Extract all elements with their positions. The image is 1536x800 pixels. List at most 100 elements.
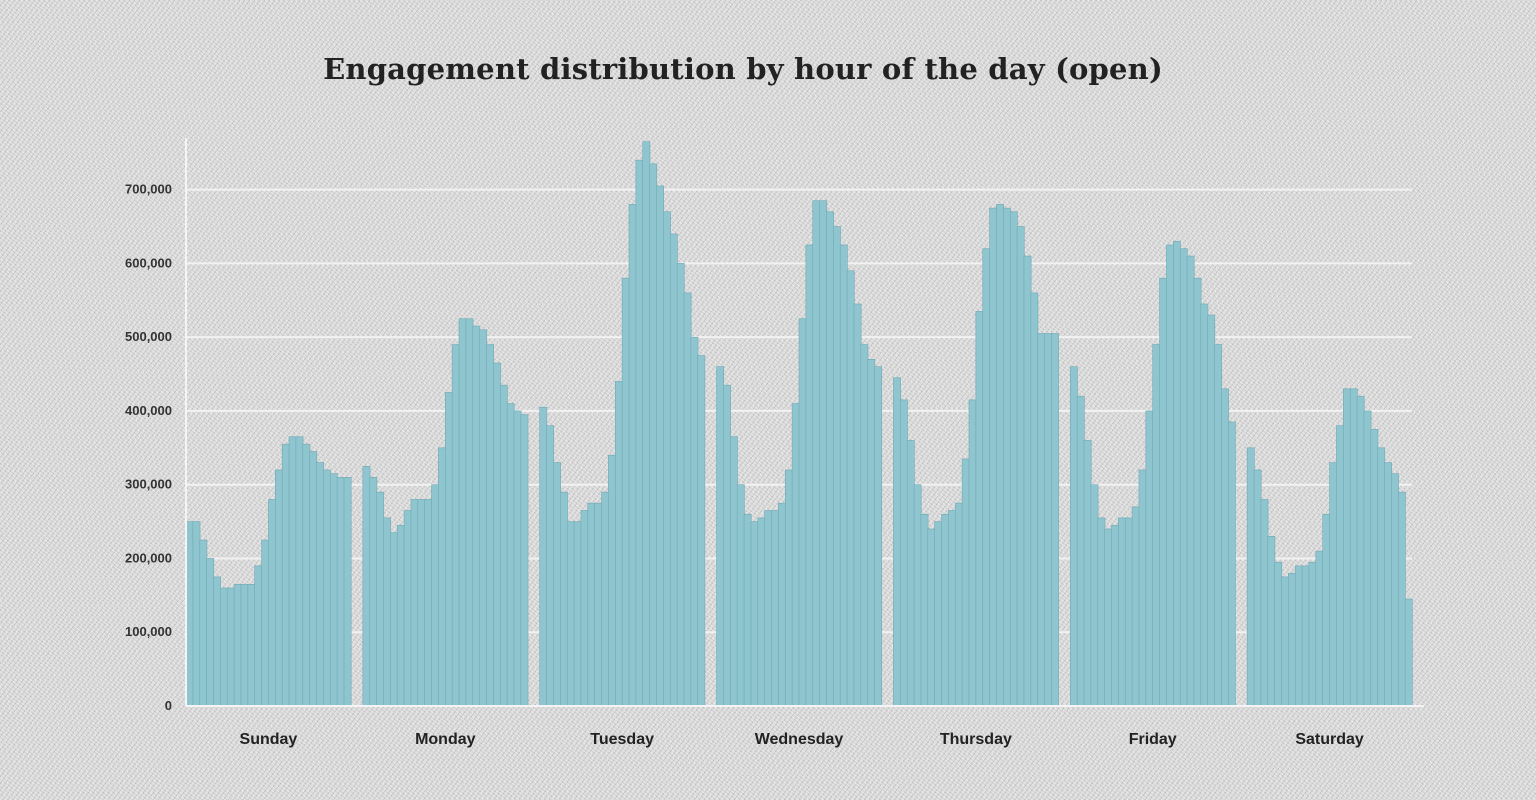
bar	[1097, 517, 1106, 707]
bar	[1253, 469, 1262, 707]
bar	[199, 539, 208, 707]
bar	[1288, 572, 1296, 707]
bar	[226, 587, 235, 707]
bar	[513, 410, 522, 707]
bar	[683, 292, 692, 707]
bar	[784, 469, 793, 707]
bar	[1044, 333, 1053, 707]
bar	[1023, 255, 1032, 707]
bar	[1030, 292, 1039, 707]
bar	[438, 447, 446, 707]
bar	[893, 377, 901, 707]
bar	[1090, 484, 1099, 707]
bar	[663, 211, 671, 707]
chart-title: Engagement distribution by hour of the d…	[323, 52, 1163, 86]
bar	[431, 484, 440, 707]
bar	[274, 469, 283, 707]
bar	[771, 510, 779, 707]
bar	[362, 465, 371, 707]
bar	[934, 521, 943, 707]
x-tick-label: Sunday	[240, 731, 298, 748]
bar	[465, 318, 474, 707]
bar	[520, 414, 529, 707]
bar	[642, 141, 651, 707]
bar	[628, 204, 637, 707]
bar-group-wednesday	[716, 200, 883, 707]
bar	[621, 277, 630, 707]
bar	[1391, 473, 1399, 707]
bar	[220, 587, 228, 707]
bar	[656, 185, 664, 707]
bar	[580, 510, 589, 707]
y-tick-label: 700,000	[125, 182, 172, 197]
bar	[369, 477, 378, 707]
bar	[730, 436, 738, 707]
x-tick-labels: Sunday Monday Tuesday Wednesday Thursday Frid…	[240, 731, 1364, 748]
bar	[376, 491, 385, 707]
y-tick-label: 300,000	[125, 477, 172, 492]
bar	[458, 318, 467, 707]
bar	[608, 454, 616, 707]
bar	[1207, 314, 1216, 707]
bar	[1336, 425, 1344, 707]
bar	[920, 513, 929, 707]
bar	[941, 513, 949, 707]
bar	[1152, 344, 1161, 707]
bar	[1221, 388, 1229, 707]
bar	[553, 462, 561, 707]
bar	[1384, 462, 1392, 707]
bar	[1397, 491, 1406, 707]
bar	[1294, 565, 1303, 707]
y-tick-labels: 0 100,000 200,000 300,000 400,000 500,000 600,…	[125, 182, 172, 713]
bar	[1329, 462, 1338, 707]
bar	[1227, 421, 1236, 707]
bar	[1356, 395, 1365, 707]
bar	[778, 502, 786, 707]
bar	[206, 558, 215, 707]
bar	[853, 303, 862, 707]
bar	[185, 521, 194, 707]
bar	[1260, 499, 1269, 707]
bar	[1131, 506, 1140, 707]
bar	[499, 384, 508, 707]
bar	[723, 384, 731, 707]
bar	[750, 521, 759, 707]
bar-group-monday	[362, 318, 529, 707]
bar	[302, 443, 311, 707]
bar	[329, 473, 338, 707]
bar	[268, 499, 276, 707]
bar	[1037, 333, 1046, 707]
bar	[906, 440, 915, 707]
bar	[1138, 469, 1147, 707]
bar	[240, 583, 249, 707]
bar	[982, 248, 991, 707]
bar	[697, 355, 706, 707]
bar	[1083, 440, 1092, 707]
bar	[736, 484, 745, 707]
bar	[874, 366, 883, 707]
bar	[1301, 565, 1310, 707]
bar	[1016, 226, 1025, 707]
x-tick-label: Monday	[415, 731, 476, 748]
bar	[1200, 303, 1209, 707]
bar	[1193, 277, 1202, 707]
bar	[757, 517, 766, 707]
bar	[1186, 255, 1195, 707]
x-tick-label: Wednesday	[755, 731, 844, 748]
bar	[948, 510, 956, 707]
bar	[1051, 333, 1059, 707]
bar	[1003, 207, 1011, 707]
bar	[867, 358, 876, 707]
bar	[396, 524, 405, 707]
bar	[213, 576, 221, 707]
bar	[323, 469, 331, 707]
bar-group-tuesday	[539, 141, 706, 707]
bar	[472, 325, 481, 707]
bar	[1246, 447, 1255, 707]
bar	[819, 200, 828, 707]
bar	[846, 270, 855, 707]
bar	[860, 344, 869, 707]
bar	[1166, 244, 1174, 707]
bar	[424, 499, 433, 707]
bar-group-saturday	[1246, 388, 1413, 707]
